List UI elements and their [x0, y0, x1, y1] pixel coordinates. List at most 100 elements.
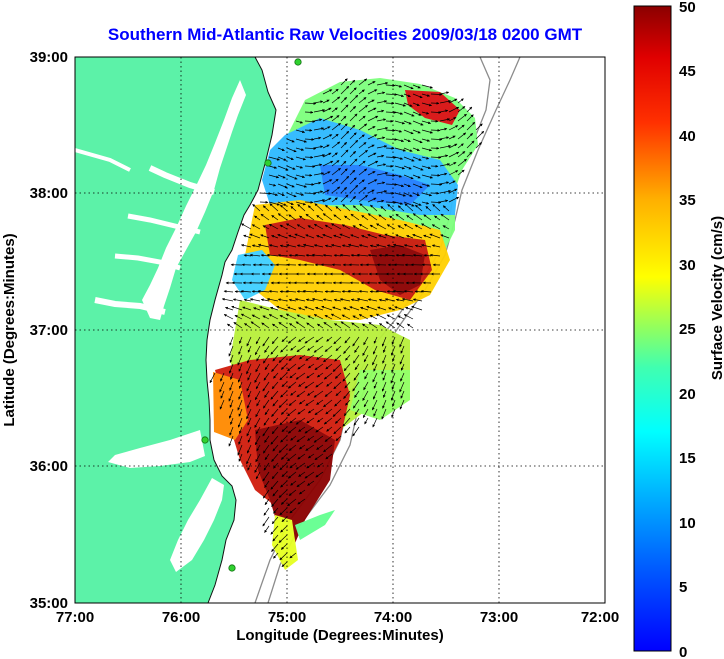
- velocity-vector: [313, 435, 324, 443]
- velocity-vector: [412, 147, 420, 151]
- velocity-vector: [330, 243, 342, 248]
- velocity-vector: [313, 190, 324, 194]
- velocity-vector: [394, 147, 406, 152]
- velocity-vector: [334, 399, 342, 407]
- station-marker: [228, 564, 236, 572]
- velocity-vector: [279, 372, 288, 381]
- velocity-vector: [271, 381, 279, 390]
- velocity-vector: [342, 372, 351, 382]
- velocity-vector: [421, 102, 432, 107]
- velocity-vector: [367, 99, 375, 104]
- velocity-vector: [307, 345, 315, 351]
- velocity-vector: [238, 390, 243, 400]
- velocity-vector: [439, 109, 449, 113]
- velocity-vector: [313, 127, 325, 131]
- velocity-vector: [372, 390, 378, 400]
- velocity-vector: [322, 107, 332, 113]
- velocity-vector: [297, 453, 306, 460]
- velocity-vector: [270, 480, 279, 490]
- velocity-vector: [247, 417, 252, 426]
- velocity-vector: [358, 244, 369, 248]
- velocity-vector: [354, 408, 360, 416]
- velocity-vector: [273, 462, 279, 469]
- velocity-vector: [394, 174, 403, 178]
- velocity-vector: [403, 183, 411, 187]
- velocity-vector: [239, 381, 243, 389]
- velocity-vector: [287, 426, 297, 434]
- velocity-vector: [271, 336, 279, 345]
- velocity-vector: [439, 91, 450, 95]
- velocity-vector: [388, 307, 396, 311]
- velocity-vector: [317, 323, 324, 329]
- velocity-vector: [264, 390, 270, 398]
- y-axis-ticks: 39:00 38:00 37:00 36:00 35:00: [30, 49, 68, 612]
- colorbar-tick-label: 0: [679, 644, 687, 659]
- velocity-vector: [279, 507, 288, 516]
- velocity-vector: [421, 93, 431, 97]
- velocity-vector: [304, 426, 315, 434]
- colorbar-tick-label: 30: [679, 257, 696, 274]
- velocity-vector: [399, 399, 405, 410]
- velocity-vector: [439, 154, 449, 158]
- velocity-vector: [277, 298, 288, 302]
- velocity-vector: [229, 354, 234, 363]
- velocity-vector: [229, 426, 234, 436]
- velocity-vector: [323, 417, 333, 425]
- velocity-vector: [354, 345, 360, 353]
- velocity-vector: [279, 462, 288, 471]
- velocity-vector: [280, 498, 288, 505]
- velocity-vector: [279, 244, 288, 248]
- velocity-vector: [262, 336, 270, 347]
- velocity-vector: [254, 462, 261, 473]
- velocity-vector: [237, 372, 243, 383]
- velocity-vector: [246, 399, 252, 409]
- radar-stations: [201, 58, 302, 572]
- velocity-vector: [412, 93, 423, 99]
- velocity-vector: [256, 399, 261, 407]
- velocity-vector: [385, 111, 397, 114]
- velocity-vector: [385, 138, 398, 141]
- velocity-vector: [421, 156, 430, 160]
- velocity-vector: [246, 426, 252, 437]
- velocity-zone-red-ne: [405, 90, 460, 125]
- velocity-vector: [299, 354, 306, 360]
- velocity-vector: [306, 372, 315, 379]
- velocity-vector: [367, 107, 377, 113]
- velocity-vector: [223, 314, 234, 320]
- velocity-vector: [457, 151, 466, 158]
- velocity-vector: [280, 525, 288, 533]
- velocity-vector: [249, 233, 261, 239]
- velocity-vector: [350, 213, 360, 221]
- velocity-vector: [332, 306, 342, 311]
- velocity-vector: [322, 126, 331, 131]
- velocity-vector: [353, 417, 360, 426]
- velocity-vector: [286, 223, 297, 230]
- velocity-vector: [296, 480, 306, 488]
- velocity-vector: [333, 298, 342, 302]
- velocity-vector: [412, 129, 421, 134]
- velocity-vector: [315, 306, 324, 311]
- velocity-vector: [286, 165, 296, 170]
- velocity-vector: [363, 354, 369, 363]
- velocity-vector: [249, 298, 261, 302]
- velocity-vector: [475, 123, 483, 131]
- velocity-vector: [385, 183, 398, 186]
- velocity-vector: [324, 224, 333, 230]
- x-axis-label: Longitude (Degrees:Minutes): [236, 627, 444, 644]
- velocity-vector: [394, 120, 405, 125]
- velocity-vector: [272, 399, 279, 407]
- velocity-vector: [385, 129, 396, 132]
- y-axis-label: Latitude (Degrees:Minutes): [1, 233, 18, 426]
- velocity-vector: [475, 142, 482, 149]
- velocity-vector: [363, 399, 369, 408]
- velocity-vector: [315, 381, 324, 388]
- velocity-vector: [287, 336, 297, 344]
- velocity-vector: [228, 363, 234, 374]
- velocity-vector: [385, 156, 397, 159]
- velocity-vector: [381, 336, 387, 347]
- velocity-vector: [326, 381, 333, 387]
- velocity-vector: [392, 354, 396, 362]
- velocity-vector: [295, 183, 307, 188]
- velocity-vector: [349, 184, 359, 194]
- velocity-vector: [271, 543, 279, 552]
